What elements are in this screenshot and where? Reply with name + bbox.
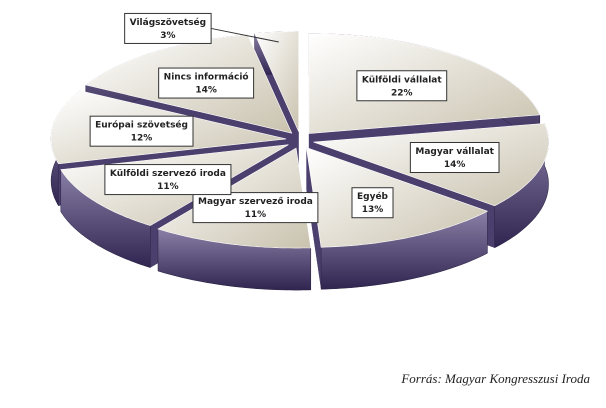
label-box [124, 12, 212, 44]
label-value: 11% [245, 210, 267, 220]
label-box [409, 142, 500, 174]
label-category: Világszövetség [130, 17, 206, 28]
label-box [158, 67, 255, 99]
label-category: Európai szövetség [95, 120, 188, 131]
labels: Külföldi vállalat 22% Magyar vállalat 14% Eg… [89, 12, 500, 224]
label-value: 14% [444, 160, 466, 170]
label-category: Külföldi vállalat [362, 75, 442, 85]
data-label: Világszövetség 3% [124, 12, 212, 44]
label-category: Külföldi szervező iroda [110, 169, 226, 179]
label-box [104, 164, 232, 196]
data-label: Külföldi szervező iroda 11% [104, 164, 232, 196]
data-label: Magyar vállalat 14% [409, 142, 500, 174]
label-value: 22% [391, 88, 413, 98]
slice [305, 147, 489, 248]
data-label: Egyéb 13% [351, 187, 394, 219]
data-label: Magyar szervező iroda 11% [192, 192, 319, 224]
data-label: Európai szövetség 12% [89, 115, 194, 147]
label-category: Magyar vállalat [415, 147, 494, 157]
label-value: 3% [160, 31, 175, 41]
leader-line [211, 27, 279, 43]
label-category: Magyar szervező iroda [198, 197, 313, 207]
slice [254, 31, 300, 132]
source: Forrás: Magyar Kongresszusi Iroda [400, 371, 590, 386]
label-value: 11% [157, 182, 179, 192]
label-box [351, 187, 394, 219]
label-box [192, 192, 319, 224]
label-box [89, 115, 194, 147]
label-box [356, 70, 448, 102]
label-value: 13% [362, 205, 384, 215]
label-category: Egyéb [357, 191, 389, 202]
label-value: 14% [195, 86, 217, 96]
data-label: Nincs információ 14% [158, 67, 255, 99]
data-label: Külföldi vállalat 22% [356, 70, 448, 102]
label-value: 12% [131, 134, 153, 144]
label-category: Nincs információ [164, 72, 249, 83]
